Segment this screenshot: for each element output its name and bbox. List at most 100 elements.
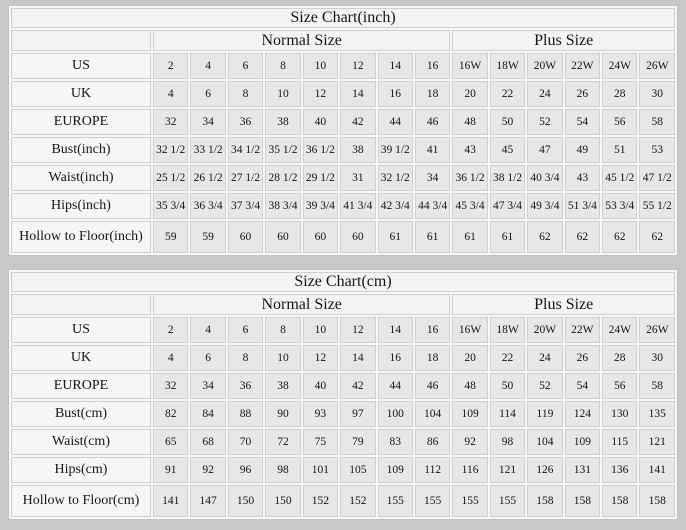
size-value-cell: 61 [452,221,488,253]
size-value-cell: 46 [414,373,451,399]
size-value-cell: 39 1/2 [377,137,413,163]
size-value-cell: 92 [190,457,226,483]
size-value-cell: 92 [452,429,488,455]
size-value-cell: 20W [527,317,563,343]
size-value-cell: 155 [377,485,413,517]
size-value-cell: 38 [340,137,376,163]
size-value-cell: 16 [414,317,451,343]
row-label: Hips(inch) [11,193,151,219]
column-group-row: Normal Size Plus Size [11,294,675,315]
size-value-cell: 130 [602,401,638,427]
size-value-cell: 116 [452,457,488,483]
size-value-cell: 109 [564,429,601,455]
size-value-cell: 58 [639,109,675,135]
size-value-cell: 16W [452,317,488,343]
size-value-cell: 51 [602,137,638,163]
table-row: Waist(cm) 65 68 70 72 75 79 83 86 92 98 104 109 115 12… [11,429,675,455]
size-value-cell: 46 [414,109,451,135]
size-value-cell: 24W [602,53,638,79]
size-value-cell: 25 1/2 [153,165,189,191]
table-row: UK 4 6 8 10 12 14 16 18 20 22 24 26 28 30 [11,81,675,107]
size-value-cell: 141 [153,485,189,517]
group-header-spacer [11,294,151,315]
size-value-cell: 38 [265,109,301,135]
size-value-cell: 109 [452,401,488,427]
size-value-cell: 50 [489,373,526,399]
size-value-cell: 59 [190,221,226,253]
size-value-cell: 61 [414,221,451,253]
size-value-cell: 20 [452,81,488,107]
size-chart-inch-table: Size Chart(inch) Normal Size Plus Size US 2 4… [8,5,678,256]
size-value-cell: 32 1/2 [153,137,189,163]
size-value-cell: 12 [340,53,376,79]
size-value-cell: 147 [190,485,226,517]
size-value-cell: 62 [639,221,675,253]
size-value-cell: 14 [377,317,413,343]
size-value-cell: 28 1/2 [265,165,301,191]
size-value-cell: 97 [340,401,376,427]
row-label: EUROPE [11,109,151,135]
size-value-cell: 10 [302,317,339,343]
size-value-cell: 38 [265,373,301,399]
size-value-cell: 30 [639,345,675,371]
size-value-cell: 42 [340,109,376,135]
size-value-cell: 26 1/2 [190,165,226,191]
size-value-cell: 41 3/4 [340,193,376,219]
size-value-cell: 52 [527,109,563,135]
size-value-cell: 45 3/4 [452,193,488,219]
size-value-cell: 68 [190,429,226,455]
size-value-cell: 101 [302,457,339,483]
size-value-cell: 40 3/4 [527,165,563,191]
table-row: US 2 4 6 8 10 12 14 16 16W 18W 20W 22W 24W 26W [11,53,675,79]
size-value-cell: 38 3/4 [265,193,301,219]
size-value-cell: 52 [527,373,563,399]
size-value-cell: 141 [639,457,675,483]
size-value-cell: 12 [302,345,339,371]
size-value-cell: 115 [602,429,638,455]
size-value-cell: 135 [639,401,675,427]
size-value-cell: 61 [489,221,526,253]
size-value-cell: 86 [414,429,451,455]
size-value-cell: 8 [265,53,301,79]
size-value-cell: 53 3/4 [602,193,638,219]
size-value-cell: 45 1/2 [602,165,638,191]
size-value-cell: 104 [414,401,451,427]
size-value-cell: 18W [489,317,526,343]
size-value-cell: 119 [527,401,563,427]
size-value-cell: 112 [414,457,451,483]
size-value-cell: 79 [340,429,376,455]
size-value-cell: 34 [414,165,451,191]
size-value-cell: 109 [377,457,413,483]
size-value-cell: 72 [265,429,301,455]
size-value-cell: 62 [602,221,638,253]
size-value-cell: 104 [527,429,563,455]
size-value-cell: 54 [564,373,601,399]
table-row: Waist(inch) 25 1/2 26 1/2 27 1/2 28 1/2 29 1/… [11,165,675,191]
table-row: EUROPE 32 34 36 38 40 42 44 46 48 50 52 54 56 58 [11,373,675,399]
size-value-cell: 24W [602,317,638,343]
size-value-cell: 114 [489,401,526,427]
group-header-spacer [11,30,151,51]
size-value-cell: 10 [302,53,339,79]
group-header-normal: Normal Size [153,294,451,315]
size-value-cell: 36 1/2 [452,165,488,191]
size-value-cell: 6 [227,53,264,79]
size-value-cell: 136 [602,457,638,483]
size-value-cell: 158 [602,485,638,517]
size-value-cell: 53 [639,137,675,163]
size-value-cell: 32 [153,109,189,135]
size-value-cell: 82 [153,401,189,427]
size-value-cell: 2 [153,317,189,343]
row-label: US [11,317,151,343]
size-value-cell: 6 [190,81,226,107]
size-value-cell: 8 [227,81,264,107]
row-label: Hollow to Floor(inch) [11,221,151,253]
size-value-cell: 34 1/2 [227,137,264,163]
size-value-cell: 18 [414,345,451,371]
table-row: Bust(cm) 82 84 88 90 93 97 100 104 109 114 119 124 13… [11,401,675,427]
size-value-cell: 26W [639,317,675,343]
size-value-cell: 55 1/2 [639,193,675,219]
group-header-normal: Normal Size [153,30,451,51]
size-value-cell: 31 [340,165,376,191]
size-value-cell: 98 [489,429,526,455]
